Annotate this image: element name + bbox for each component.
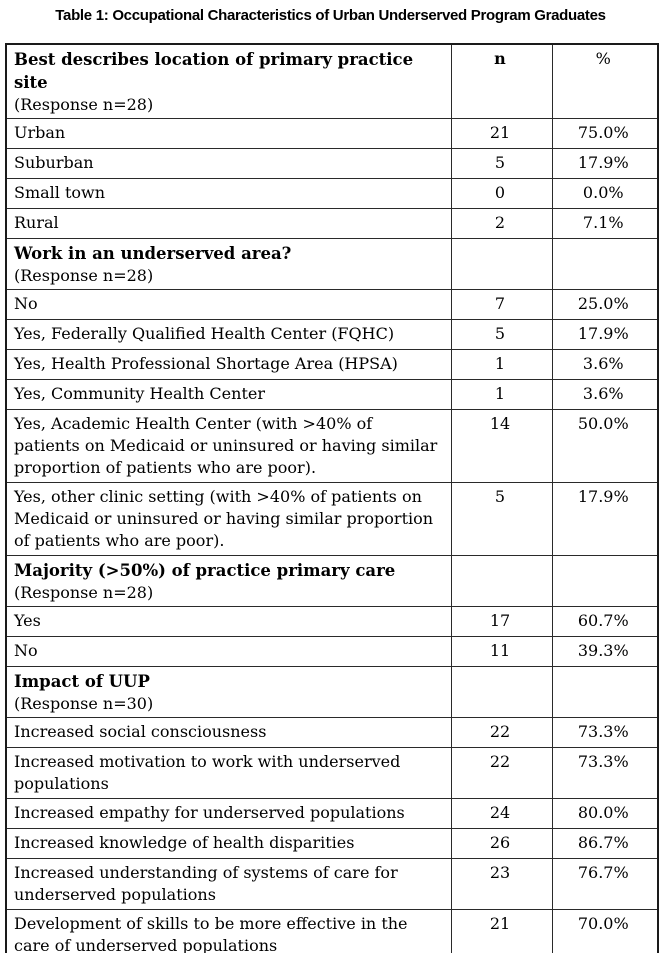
empty-cell [450, 238, 553, 290]
row-label: Yes, Health Professional Shortage Area (… [5, 349, 452, 380]
table-row: Increased understanding of systems of ca… [5, 858, 659, 910]
row-n-value: 22 [450, 717, 553, 748]
row-n-value: 5 [450, 482, 553, 556]
row-n-value: 23 [450, 858, 553, 910]
row-n-value: 5 [450, 148, 553, 179]
section-response-count: (Response n=28) [14, 583, 154, 602]
row-n-value: 7 [450, 289, 553, 320]
row-label: Suburban [5, 148, 452, 179]
row-pct-value: 73.3% [551, 747, 659, 799]
table-row: Yes, Academic Health Center (with >40% o… [5, 409, 659, 483]
table-row: Urban 21 75.0% [5, 118, 659, 149]
row-n-value: 1 [450, 349, 553, 380]
row-pct-value: 80.0% [551, 798, 659, 829]
table-header-row: Best describes location of primary pract… [5, 43, 659, 119]
row-label: Yes, Federally Qualified Health Center (… [5, 319, 452, 350]
table-row: Yes, Federally Qualified Health Center (… [5, 319, 659, 350]
row-n-value: 21 [450, 118, 553, 149]
section-label-cell: Impact of UUP (Response n=30) [5, 666, 452, 718]
section-label-cell: Majority (>50%) of practice primary care… [5, 555, 452, 607]
row-label: No [5, 289, 452, 320]
table-row: Increased social consciousness 22 73.3% [5, 717, 659, 748]
row-n-value: 26 [450, 828, 553, 859]
section-title: Best describes location of primary pract… [14, 50, 414, 92]
empty-cell [551, 555, 659, 607]
empty-cell [551, 666, 659, 718]
row-n-value: 14 [450, 409, 553, 483]
table-row: No 11 39.3% [5, 636, 659, 667]
row-pct-value: 75.0% [551, 118, 659, 149]
row-label: No [5, 636, 452, 667]
row-n-value: 1 [450, 379, 553, 410]
row-n-value: 17 [450, 606, 553, 637]
row-pct-value: 7.1% [551, 208, 659, 239]
row-n-value: 22 [450, 747, 553, 799]
table-row: No 7 25.0% [5, 289, 659, 320]
table-row: Yes 17 60.7% [5, 606, 659, 637]
row-n-value: 11 [450, 636, 553, 667]
row-pct-value: 39.3% [551, 636, 659, 667]
row-label: Rural [5, 208, 452, 239]
row-label: Yes, Community Health Center [5, 379, 452, 410]
row-pct-value: 25.0% [551, 289, 659, 320]
table-section-row: Impact of UUP (Response n=30) [5, 666, 659, 718]
row-pct-value: 3.6% [551, 379, 659, 410]
section-label-cell: Work in an underserved area? (Response n… [5, 238, 452, 290]
table-row: Development of skills to be more effecti… [5, 909, 659, 953]
row-pct-value: 70.0% [551, 909, 659, 953]
table-row: Yes, other clinic setting (with >40% of … [5, 482, 659, 556]
row-label: Increased knowledge of health disparitie… [5, 828, 452, 859]
row-pct-value: 76.7% [551, 858, 659, 910]
table-row: Small town 0 0.0% [5, 178, 659, 209]
row-label: Yes, Academic Health Center (with >40% o… [5, 409, 452, 483]
row-pct-value: 17.9% [551, 319, 659, 350]
header-label-cell: Best describes location of primary pract… [5, 43, 452, 119]
table-row: Increased knowledge of health disparitie… [5, 828, 659, 859]
row-pct-value: 0.0% [551, 178, 659, 209]
table-caption: Table 1: Occupational Characteristics of… [55, 7, 606, 24]
section-response-count: (Response n=28) [14, 266, 154, 285]
row-label: Increased empathy for underserved popula… [5, 798, 452, 829]
row-label: Yes [5, 606, 452, 637]
row-n-value: 5 [450, 319, 553, 350]
row-pct-value: 17.9% [551, 482, 659, 556]
row-label: Increased motivation to work with unders… [5, 747, 452, 799]
section-response-count: (Response n=28) [14, 95, 154, 114]
empty-cell [450, 555, 553, 607]
empty-cell [551, 238, 659, 290]
column-header-percent: % [551, 43, 659, 119]
row-n-value: 2 [450, 208, 553, 239]
row-pct-value: 73.3% [551, 717, 659, 748]
row-pct-value: 86.7% [551, 828, 659, 859]
table-row: Increased empathy for underserved popula… [5, 798, 659, 829]
row-label: Increased understanding of systems of ca… [5, 858, 452, 910]
table-row: Increased motivation to work with unders… [5, 747, 659, 799]
row-label: Small town [5, 178, 452, 209]
row-label: Increased social consciousness [5, 717, 452, 748]
row-n-value: 24 [450, 798, 553, 829]
occupational-characteristics-table: Best describes location of primary pract… [5, 43, 659, 953]
table-row: Rural 2 7.1% [5, 208, 659, 239]
row-label: Urban [5, 118, 452, 149]
row-n-value: 21 [450, 909, 553, 953]
section-response-count: (Response n=30) [14, 694, 154, 713]
table-section-row: Work in an underserved area? (Response n… [5, 238, 659, 290]
empty-cell [450, 666, 553, 718]
section-title: Impact of UUP [14, 672, 150, 691]
row-pct-value: 60.7% [551, 606, 659, 637]
table-row: Yes, Community Health Center 1 3.6% [5, 379, 659, 410]
section-title: Work in an underserved area? [14, 244, 292, 263]
row-pct-value: 50.0% [551, 409, 659, 483]
table-row: Yes, Health Professional Shortage Area (… [5, 349, 659, 380]
column-header-n: n [450, 43, 553, 119]
section-title: Majority (>50%) of practice primary care [14, 561, 396, 580]
table-section-row: Majority (>50%) of practice primary care… [5, 555, 659, 607]
row-label: Yes, other clinic setting (with >40% of … [5, 482, 452, 556]
row-pct-value: 17.9% [551, 148, 659, 179]
row-pct-value: 3.6% [551, 349, 659, 380]
row-label: Development of skills to be more effecti… [5, 909, 452, 953]
table-row: Suburban 5 17.9% [5, 148, 659, 179]
row-n-value: 0 [450, 178, 553, 209]
